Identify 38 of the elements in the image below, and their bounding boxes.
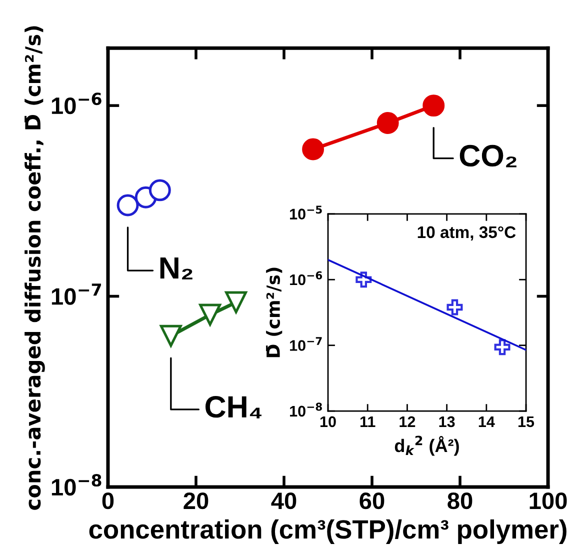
point [160, 324, 182, 347]
point [116, 194, 139, 216]
y-axis-title: conc.-averaged diffusion coeff., D̄ (cm²/s) [24, 26, 45, 510]
point [446, 299, 463, 316]
y-tick-label: 10$^{−6}$ [290, 271, 322, 286]
x-axis-title: d$_{k}$$^{2}$ (Å²) [394, 436, 459, 456]
x-tick-label: 40 [271, 492, 296, 510]
y-tick-label: 10$^{−8}$ [52, 474, 102, 496]
y-tick-label: 10$^{−8}$ [290, 402, 322, 417]
y-tick-label: 10$^{−6}$ [52, 92, 102, 114]
y-tick-label: 10$^{−7}$ [52, 284, 101, 305]
series-label: CO₂ [460, 144, 516, 168]
x-tick-label: 0 [102, 492, 114, 510]
x-tick-label: 15 [518, 416, 534, 428]
x-tick-label: 10 [320, 416, 336, 428]
text: CH₄ [206, 396, 262, 418]
y-tick-label: 10$^{−7}$ [290, 337, 322, 351]
point [422, 94, 445, 117]
point [148, 179, 171, 202]
series-label: N₂ [160, 257, 192, 280]
annotation: 10 atm, 35°C [418, 226, 516, 241]
x-tick-label: 11 [360, 416, 376, 427]
y-axis-title: D̄ (cm²/s) [266, 268, 282, 358]
x-tick-label: 12 [400, 416, 416, 427]
x-tick-label: 14 [478, 416, 495, 427]
x-tick-label: 20 [184, 492, 208, 510]
point [494, 339, 510, 356]
x-axis-title: concentration (cm³(STP)/cm³ polymer) [89, 519, 566, 544]
x-tick-label: 80 [448, 492, 472, 510]
point [356, 272, 372, 288]
point [199, 304, 222, 326]
point [302, 138, 324, 160]
point [376, 112, 399, 134]
x-tick-label: 60 [360, 492, 384, 510]
x-tick-label: 100 [530, 492, 567, 510]
y-tick-label: 10$^{−5}$ [290, 206, 322, 220]
point [225, 291, 248, 314]
x-tick-label: 13 [439, 416, 455, 428]
